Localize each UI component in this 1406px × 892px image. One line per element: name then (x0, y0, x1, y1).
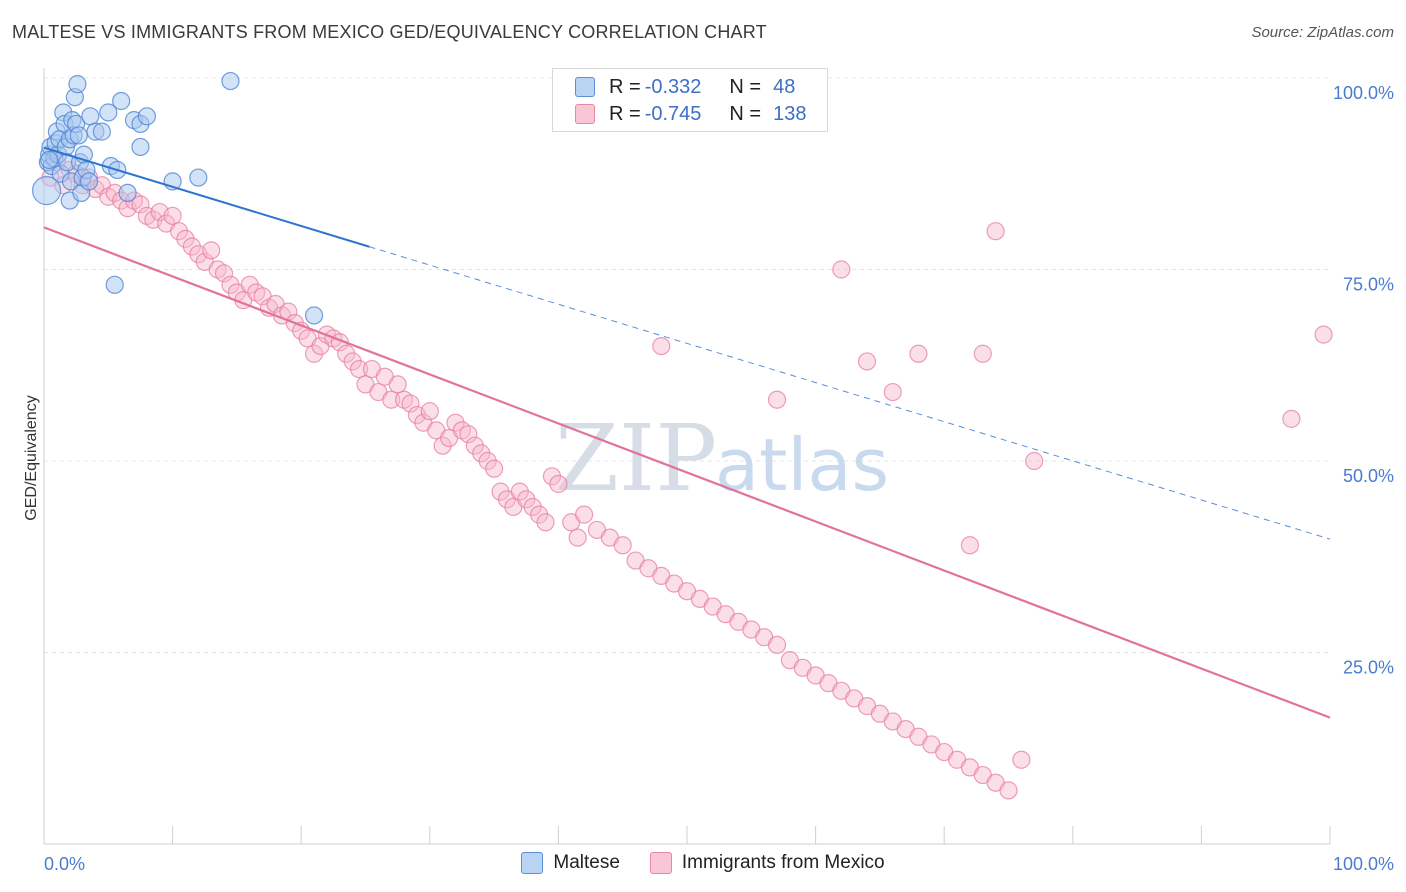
legend-swatch-maltese (575, 77, 595, 97)
tick-labels: 25.0% 50.0% 75.0% 100.0% 0.0% 100.0% (44, 83, 1394, 874)
trend-lines (43, 146, 1331, 719)
y-tick-label: 50.0% (1343, 466, 1394, 486)
point-mexico (536, 513, 555, 532)
point-mexico (568, 528, 587, 547)
series-legend: Maltese Immigrants from Mexico (0, 852, 1406, 874)
legend-item-maltese[interactable]: Maltese (521, 852, 620, 874)
legend-r-value: -0.332 (644, 75, 702, 98)
watermark-atlas: atlas (715, 423, 889, 507)
series-mexico-points (41, 68, 1333, 800)
point-maltese (304, 306, 324, 325)
point-maltese (105, 275, 124, 294)
point-mexico (485, 459, 504, 478)
y-tick-label: 100.0% (1333, 83, 1394, 103)
legend-n-label: N = (729, 102, 762, 125)
legend-r-value: -0.745 (644, 102, 702, 125)
grid-lines (44, 77, 1330, 653)
point-maltese (81, 107, 100, 126)
trend-line-maltese (43, 146, 370, 248)
x-tick-label: 0.0% (44, 854, 85, 874)
legend-n-label: N = (729, 75, 762, 98)
point-mexico (613, 536, 632, 555)
legend-swatch-maltese (521, 852, 544, 874)
series-maltese-points (31, 71, 324, 325)
point-maltese (92, 122, 111, 141)
point-maltese (118, 183, 137, 202)
y-axis-label: GED/Equivalency (23, 395, 40, 520)
point-mexico (131, 195, 150, 214)
watermark: ZIP atlas (555, 405, 889, 512)
point-mexico (857, 352, 877, 371)
point-mexico (214, 264, 234, 283)
point-mexico (883, 382, 902, 402)
point-mexico (1025, 451, 1044, 471)
legend-label-maltese: Maltese (553, 852, 620, 873)
point-mexico (652, 337, 671, 356)
trend-line-maltese-extension (369, 246, 1331, 540)
y-tick-label: 25.0% (1343, 658, 1394, 678)
point-mexico (163, 206, 182, 225)
point-mexico (401, 394, 420, 413)
point-maltese (112, 91, 131, 111)
legend-item-mexico[interactable]: Immigrants from Mexico (649, 852, 885, 874)
point-mexico (420, 402, 439, 421)
point-mexico (459, 425, 478, 444)
point-maltese (69, 126, 88, 145)
legend-label-mexico: Immigrants from Mexico (681, 852, 885, 873)
legend-n-value: 48 (773, 75, 796, 98)
source-label: Source: ZipAtlas.com (1251, 24, 1394, 41)
correlation-legend: R = -0.332 N = 48 R = -0.745 N = 138 (552, 68, 828, 132)
point-mexico (549, 474, 568, 494)
point-mexico (832, 260, 851, 279)
point-mexico (909, 344, 928, 363)
point-mexico (202, 241, 221, 260)
point-mexico (986, 222, 1005, 241)
point-maltese (79, 172, 99, 191)
watermark-zip: ZIP (555, 405, 717, 512)
legend-r-label: R = (609, 102, 641, 125)
point-mexico (382, 390, 401, 409)
point-maltese (68, 75, 87, 94)
point-mexico (575, 505, 594, 524)
point-mexico (973, 344, 992, 363)
legend-row-mexico: R = -0.745 N = 138 (575, 101, 806, 127)
point-maltese (221, 71, 240, 91)
point-maltese (131, 137, 150, 157)
legend-row-maltese: R = -0.332 N = 48 (575, 74, 795, 100)
point-maltese (31, 176, 62, 206)
legend-swatch-mexico (575, 104, 595, 124)
chart-title: MALTESE VS IMMIGRANTS FROM MEXICO GED/EQ… (12, 22, 767, 42)
point-mexico (767, 390, 787, 409)
y-tick-label: 75.0% (1343, 275, 1394, 295)
legend-r-label: R = (609, 75, 641, 98)
point-mexico (349, 359, 369, 379)
legend-n-value: 138 (773, 102, 807, 125)
trend-line-mexico (43, 226, 1331, 719)
point-mexico (960, 536, 980, 555)
legend-swatch-mexico (649, 852, 672, 874)
point-mexico (767, 635, 787, 654)
point-mexico (1314, 325, 1333, 344)
point-mexico (1282, 409, 1301, 428)
point-maltese (40, 150, 59, 170)
x-tick-label: 100.0% (1333, 854, 1394, 874)
point-mexico (388, 375, 407, 394)
point-maltese (189, 168, 208, 187)
point-mexico (1012, 750, 1031, 769)
point-mexico (999, 781, 1018, 800)
point-maltese (137, 107, 156, 126)
point-maltese (99, 103, 118, 122)
